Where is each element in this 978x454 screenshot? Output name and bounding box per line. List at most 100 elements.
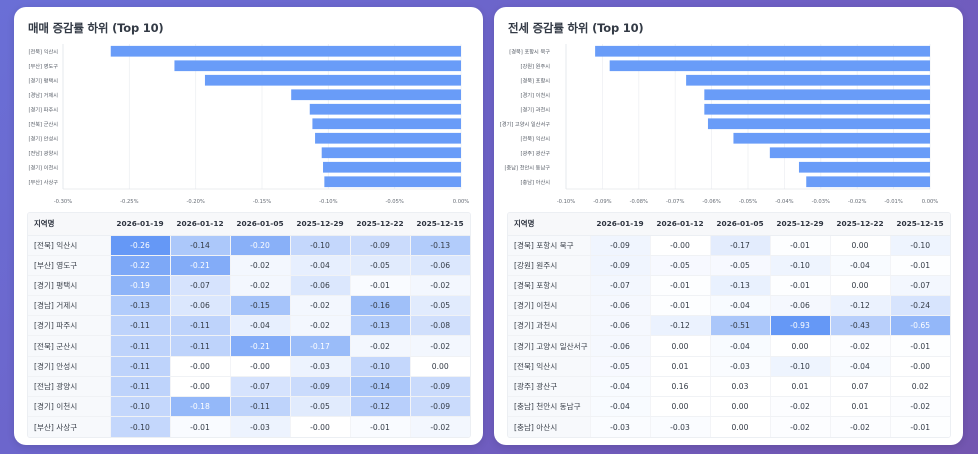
table-row: [전북] 군산시 -0.11 -0.11 -0.21 -0.17 -0.02 -0.02 <box>28 335 470 357</box>
value-cell: -0.05 <box>409 295 470 317</box>
jeonse-change-card: 전세 증감률 하위 (Top 10) -0.10% -0.09% -0.08% -0.… <box>494 7 963 445</box>
bar[interactable] <box>323 161 461 173</box>
value-cell: -0.01 <box>169 416 230 437</box>
table-header-row: 지역명 2026-01-19 2026-01-12 2026-01-05 202… <box>28 213 470 236</box>
jeonse-table-container: 지역명 2026-01-19 2026-01-12 2026-01-05 202… <box>507 212 951 438</box>
value-cell: -0.06 <box>409 255 470 276</box>
x-tick-label: -0.05% <box>385 199 403 205</box>
x-tick-label: 0.00% <box>922 199 939 205</box>
x-tick-label: -0.04% <box>775 199 793 205</box>
bar[interactable] <box>798 161 930 173</box>
bar[interactable] <box>704 89 930 101</box>
value-cell: -0.02 <box>889 396 950 418</box>
bar[interactable] <box>324 176 461 188</box>
value-cell: -0.12 <box>649 315 710 337</box>
value-cell: -0.09 <box>289 376 350 398</box>
header-date: 2025-12-22 <box>350 213 410 236</box>
region-cell: [부산] 영도구 <box>28 255 110 276</box>
y-category-label: [경북] 포항시 북구 <box>509 47 550 55</box>
bar[interactable] <box>733 132 930 144</box>
header-date: 2026-01-12 <box>170 213 230 236</box>
x-tick-label: -0.03% <box>812 199 830 205</box>
bar[interactable] <box>686 74 930 86</box>
value-cell: 0.07 <box>829 376 890 398</box>
sale-table-container: 지역명 2026-01-19 2026-01-12 2026-01-05 202… <box>27 212 471 438</box>
value-cell: -0.14 <box>349 376 410 398</box>
table-row: [충남] 아산시 -0.03 -0.03 0.00 -0.02 -0.02 -0.01 <box>508 416 950 437</box>
value-cell: -0.17 <box>709 235 770 256</box>
value-cell: -0.09 <box>349 235 410 256</box>
value-cell: 0.00 <box>649 396 710 418</box>
x-tick-label: -0.02% <box>848 199 866 205</box>
bar[interactable] <box>110 45 461 57</box>
value-cell: -0.06 <box>589 335 650 357</box>
x-tick-label: -0.05% <box>739 199 757 205</box>
value-cell: -0.02 <box>409 416 470 437</box>
header-date: 2026-01-19 <box>110 213 170 236</box>
sale-chart-title: 매매 증감률 하위 (Top 10) <box>28 21 164 35</box>
bar[interactable] <box>769 147 930 159</box>
value-cell: -0.13 <box>709 275 770 297</box>
value-cell: -0.01 <box>349 416 410 437</box>
bar[interactable] <box>595 45 930 57</box>
bar[interactable] <box>707 118 930 130</box>
x-tick-label: 0.00% <box>453 199 470 205</box>
value-cell: 0.03 <box>709 376 770 398</box>
value-cell: -0.12 <box>349 396 410 418</box>
region-cell: [전북] 익산시 <box>28 235 110 256</box>
value-cell: -0.11 <box>169 315 230 337</box>
value-cell: 0.01 <box>769 376 830 398</box>
bar[interactable] <box>609 60 930 72</box>
value-cell: -0.09 <box>589 255 650 276</box>
region-cell: [경남] 거제시 <box>28 295 110 317</box>
bar[interactable] <box>174 60 461 72</box>
y-category-label: [경기] 과천시 <box>520 105 550 113</box>
bar[interactable] <box>806 176 930 188</box>
value-cell: -0.04 <box>709 335 770 357</box>
bar[interactable] <box>309 103 461 115</box>
bar[interactable] <box>315 132 461 144</box>
bar[interactable] <box>321 147 461 159</box>
header-region: 지역명 <box>28 213 110 236</box>
value-cell: -0.05 <box>349 255 410 276</box>
region-cell: [충남] 아산시 <box>508 416 590 437</box>
sale-bar-chart: -0.30% -0.25% -0.20% -0.15% -0.10% -0.05% 0.00… <box>28 44 470 205</box>
bar[interactable] <box>204 74 461 86</box>
x-tick-label: -0.06% <box>702 199 720 205</box>
value-cell: -0.12 <box>829 295 890 317</box>
value-cell: -0.04 <box>589 376 650 398</box>
value-cell: -0.04 <box>589 396 650 418</box>
value-cell: -0.19 <box>109 275 170 297</box>
region-cell: [경기] 평택시 <box>28 275 110 297</box>
value-cell: -0.00 <box>649 235 710 256</box>
value-cell: -0.01 <box>649 275 710 297</box>
value-cell: -0.01 <box>349 275 410 297</box>
table-row: [전남] 광양시 -0.11 -0.00 -0.07 -0.09 -0.14 -0.09 <box>28 376 470 398</box>
header-date: 2025-12-22 <box>830 213 890 236</box>
y-category-label: [충남] 천안시 동남구 <box>504 163 550 171</box>
x-tick-label: -0.09% <box>593 199 611 205</box>
value-cell: -0.02 <box>769 416 830 437</box>
value-cell: -0.02 <box>409 275 470 297</box>
value-cell: 0.00 <box>409 356 470 377</box>
y-category-label: [부산] 사상구 <box>28 178 58 186</box>
value-cell: 0.00 <box>709 416 770 437</box>
bar[interactable] <box>704 103 930 115</box>
bar[interactable] <box>291 89 461 101</box>
bar[interactable] <box>312 118 461 130</box>
value-cell: 0.00 <box>649 335 710 357</box>
value-cell: -0.93 <box>769 315 830 337</box>
table-row: [전북] 익산시 -0.26 -0.14 -0.20 -0.10 -0.09 -0.13 <box>28 235 470 256</box>
value-cell: 0.00 <box>769 335 830 357</box>
y-category-label: [경남] 거제시 <box>28 91 58 99</box>
value-cell: -0.02 <box>229 275 290 297</box>
table-row: [경기] 이천시 -0.10 -0.18 -0.11 -0.05 -0.12 -0.09 <box>28 396 470 418</box>
region-cell: [광주] 광산구 <box>508 376 590 398</box>
value-cell: -0.04 <box>289 255 350 276</box>
header-date: 2026-01-05 <box>710 213 770 236</box>
value-cell: -0.11 <box>109 376 170 398</box>
y-category-label: [전남] 광양시 <box>28 149 58 157</box>
value-cell: 0.01 <box>829 396 890 418</box>
value-cell: -0.04 <box>829 255 890 276</box>
header-region: 지역명 <box>508 213 590 236</box>
